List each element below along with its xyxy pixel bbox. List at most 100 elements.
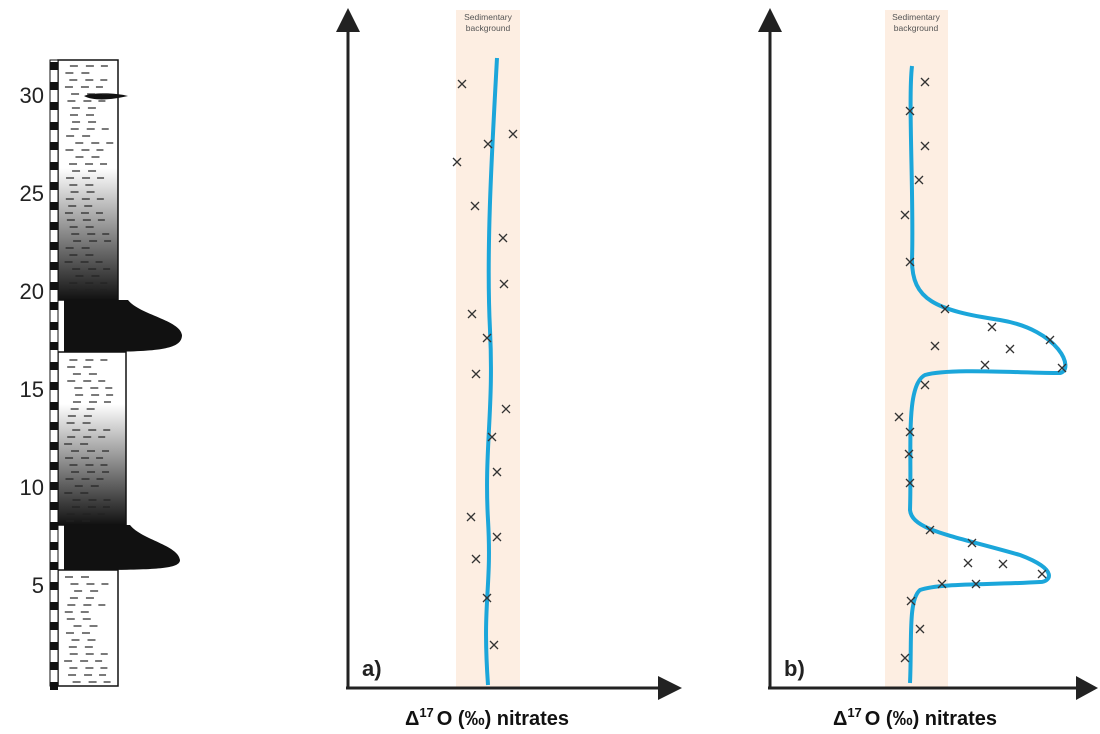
sample-cross (1005, 344, 1015, 354)
depth-tick-label: 15 (20, 377, 44, 402)
scale-block (50, 282, 58, 290)
scale-block (50, 602, 58, 610)
sample-cross (920, 380, 930, 390)
scale-block (50, 562, 58, 570)
sample-cross (471, 554, 481, 564)
strat-column: 5 10 15 20 25 30 (20, 59, 182, 690)
scale-block (50, 102, 58, 110)
x-label-part: Δ (833, 708, 847, 730)
scale-block (50, 422, 58, 430)
x-label-part: O (‰) nitrates (865, 708, 997, 730)
unit (57, 569, 119, 687)
arrow (658, 676, 682, 700)
sample-cross (483, 139, 493, 149)
arrow (336, 8, 360, 32)
depth-tick-label: 20 (20, 279, 44, 304)
panel: Sedimentary background b) Δ17 O (‰) nitra… (758, 8, 1098, 730)
unit (57, 351, 127, 526)
sample-cross (499, 279, 509, 289)
scale-block (50, 322, 58, 330)
profile-curve (484, 57, 499, 686)
unit (57, 59, 119, 301)
sample-cross (1037, 569, 1047, 579)
scale-block (50, 582, 58, 590)
unit (64, 300, 182, 352)
sample-cross (457, 79, 467, 89)
scale-block (50, 622, 58, 630)
arrow (758, 8, 782, 32)
sample-cross (1045, 335, 1055, 345)
panel-label: b) (784, 656, 805, 681)
sample-cross (1057, 363, 1067, 373)
lens (84, 93, 128, 100)
scale-block (50, 502, 58, 510)
x-label-part: Δ (405, 708, 419, 730)
sample-cross (501, 404, 511, 414)
scale-block (50, 462, 58, 470)
sample-cross (920, 141, 930, 151)
scale-block (50, 482, 58, 490)
sample-cross (905, 106, 915, 116)
sample-cross (900, 210, 910, 220)
sample-cross (967, 538, 977, 548)
scale-block (50, 382, 58, 390)
x-axis-label: Δ17 O (‰) nitrates (833, 705, 997, 730)
sample-cross (467, 309, 477, 319)
band-label: Sedimentary (892, 12, 940, 22)
sample-cross (920, 77, 930, 87)
scale-block (50, 242, 58, 250)
scale-block (50, 122, 58, 130)
sample-cross (998, 559, 1008, 569)
depth-tick-label: 10 (20, 475, 44, 500)
sample-cross (971, 579, 981, 589)
x-label-part: 17 (419, 705, 433, 720)
depth-tick-label: 30 (20, 83, 44, 108)
sample-cross (487, 432, 497, 442)
x-axis-label: Δ17 O (‰) nitrates (405, 705, 569, 730)
sample-cross (489, 640, 499, 650)
band-label: background (894, 23, 939, 33)
sample-cross (915, 624, 925, 634)
scale-block (50, 542, 58, 550)
sample-cross (466, 512, 476, 522)
scale-block (50, 162, 58, 170)
sample-cross (905, 478, 915, 488)
scale-bar (49, 59, 59, 687)
sample-cross (508, 129, 518, 139)
panel: Sedimentary background a) Δ17 O (‰) nitra… (336, 8, 682, 730)
sample-cross (905, 257, 915, 267)
sample-cross (900, 653, 910, 663)
scale-block (50, 662, 58, 670)
band-label: background (466, 23, 511, 33)
sample-cross (980, 360, 990, 370)
scale-block (50, 182, 58, 190)
x-label-part: 17 (847, 705, 861, 720)
x-label-part: O (‰) nitrates (437, 708, 569, 730)
sample-cross (894, 412, 904, 422)
sample-cross (930, 341, 940, 351)
panel-label: a) (362, 656, 382, 681)
scale-block (50, 222, 58, 230)
sample-cross (452, 157, 462, 167)
scale-block (50, 402, 58, 410)
scale-block (50, 442, 58, 450)
sample-cross (482, 333, 492, 343)
sample-cross (987, 322, 997, 332)
band-label: Sedimentary (464, 12, 512, 22)
sample-cross (904, 449, 914, 459)
sample-cross (482, 593, 492, 603)
sample-cross (492, 532, 502, 542)
scale-block (50, 642, 58, 650)
scale-block (50, 142, 58, 150)
sample-cross (492, 467, 502, 477)
scale-block (50, 262, 58, 270)
scale-block (50, 342, 58, 350)
sample-cross (940, 304, 950, 314)
sample-cross (498, 233, 508, 243)
sample-cross (914, 175, 924, 185)
unit (64, 525, 180, 570)
scale-block (50, 682, 58, 690)
sample-cross (470, 201, 480, 211)
depth-tick-label: 25 (20, 181, 44, 206)
sample-cross (925, 525, 935, 535)
